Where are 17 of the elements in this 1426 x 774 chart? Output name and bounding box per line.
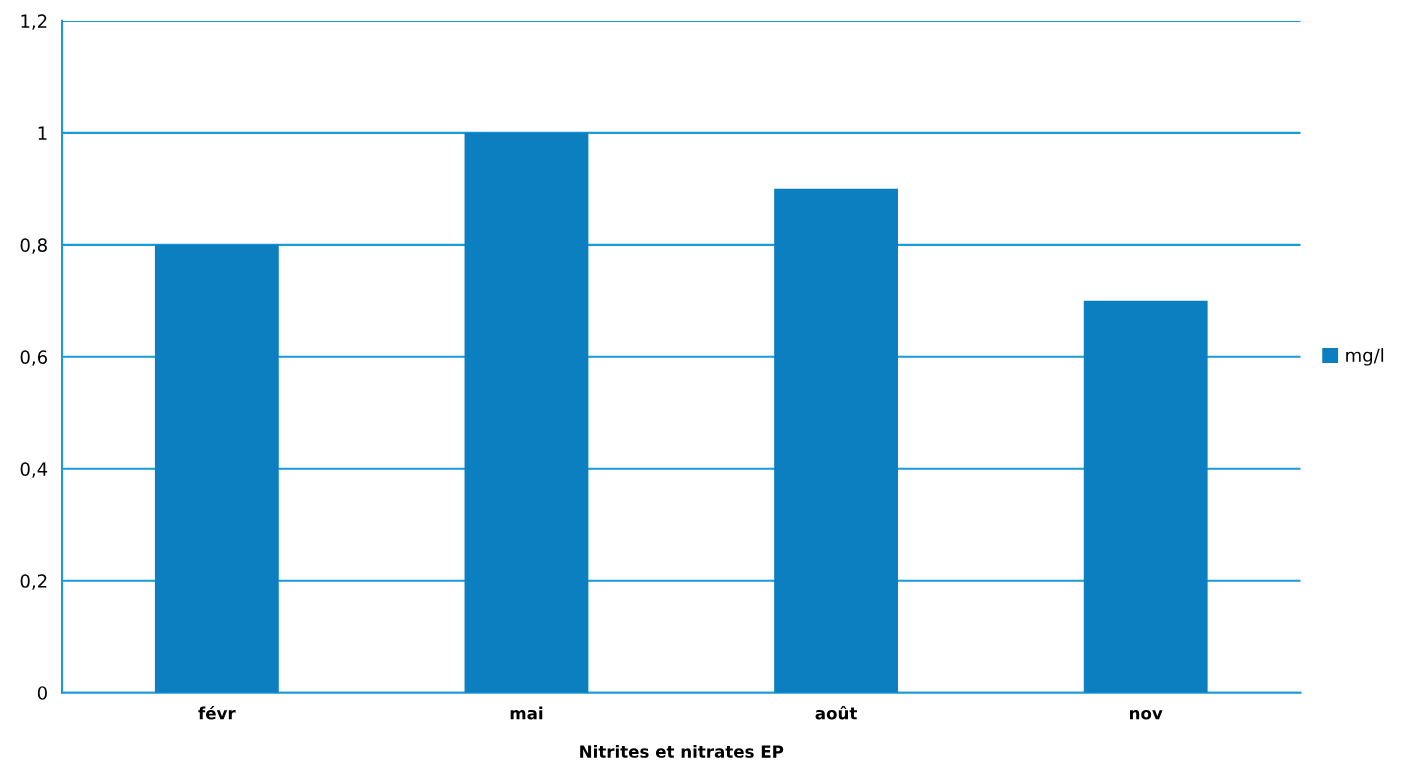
y-tick-label: 1,2	[21, 14, 47, 30]
bar	[1083, 300, 1208, 693]
x-tick-label: août	[815, 705, 857, 720]
bar	[154, 244, 279, 693]
x-tick-label: mai	[510, 706, 543, 720]
bar	[774, 188, 899, 693]
y-tick-label: 0,2	[20, 574, 47, 590]
y-tick-label: 1	[38, 126, 47, 140]
y-tick-label: 0,8	[20, 238, 47, 254]
x-axis-title: Nitrites et nitrates EP	[580, 744, 784, 758]
y-tick-label: 0,4	[20, 462, 48, 478]
bar	[464, 132, 589, 693]
x-tick-label: févr	[198, 705, 236, 720]
y-tick-label: 0,6	[20, 350, 48, 366]
legend-label: mg/l	[1346, 348, 1384, 366]
y-tick-label: 0	[37, 686, 47, 700]
x-tick-label: nov	[1130, 709, 1163, 720]
